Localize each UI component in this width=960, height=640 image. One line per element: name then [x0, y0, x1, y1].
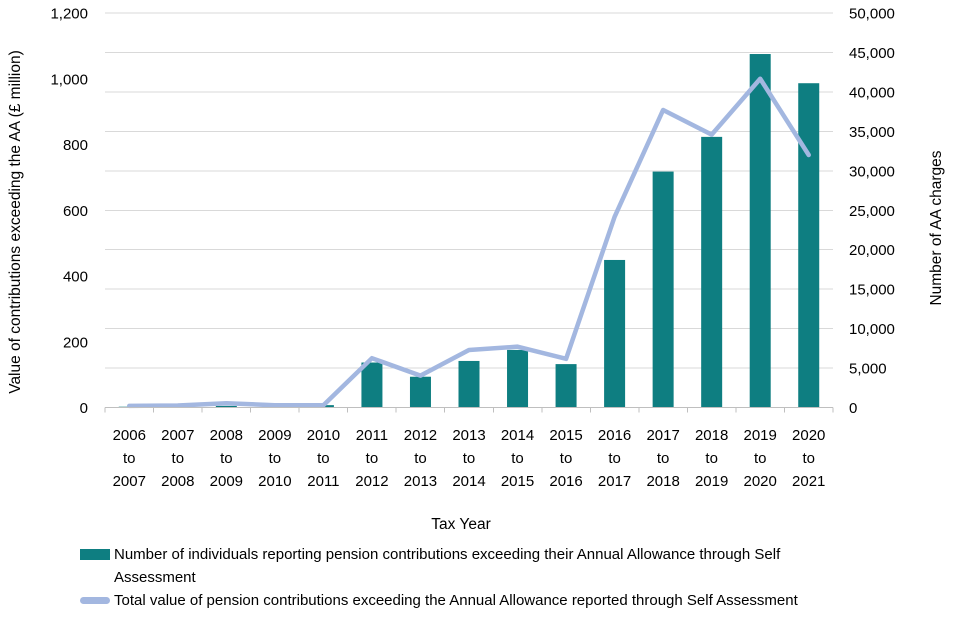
x-axis-category-label: 2016	[549, 473, 582, 490]
x-axis-category-label: 2020	[792, 427, 825, 444]
left-axis-tick-label: 600	[63, 203, 88, 220]
bar-2018-to-2019	[701, 136, 723, 408]
x-axis-category-labels: 2006 to 2007 2007 to 2008 2008 to 2009 2009 to 2010…	[113, 427, 826, 490]
x-axis-category-label: 2015	[501, 473, 534, 490]
combo-chart: 0 200 400 600 800 1,000 1,200 0 5,000 10,000 15,0…	[7, 6, 945, 534]
x-axis-category-label: 2013	[452, 427, 485, 444]
bar-2016-to-2017	[604, 259, 626, 408]
bar-2019-to-2020	[749, 54, 771, 408]
legend-label-line: Total value of pension contributions exc…	[114, 592, 798, 609]
right-axis-tick-label: 20,000	[849, 242, 895, 259]
x-axis-category-label: 2007	[161, 427, 194, 444]
bar-2013-to-2014	[458, 360, 480, 408]
bar-2020-to-2021	[798, 83, 820, 408]
bar-2008-to-2009	[215, 405, 237, 408]
x-axis-category-label: 2018	[646, 473, 679, 490]
x-axis-category-label: 2015	[549, 427, 582, 444]
x-axis-category-label: 2012	[404, 427, 437, 444]
x-axis-category-label: to	[560, 450, 573, 467]
left-axis-tick-labels: 0 200 400 600 800 1,000 1,200	[50, 6, 88, 418]
x-axis-category-label: 2012	[355, 473, 388, 490]
x-axis-line	[104, 407, 834, 413]
x-axis-category-label: 2013	[404, 473, 437, 490]
x-axis-category-label: 2007	[113, 473, 146, 490]
bar-2012-to-2013	[409, 376, 431, 408]
left-axis-tick-label: 1,200	[50, 6, 88, 23]
x-axis-category-label: 2020	[744, 473, 777, 490]
x-axis-category-label: to	[511, 450, 524, 467]
line-series	[127, 76, 811, 409]
bar-2014-to-2015	[507, 349, 529, 408]
x-axis-category-label: 2017	[646, 427, 679, 444]
right-axis-tick-label: 35,000	[849, 124, 895, 141]
x-axis-category-label: 2011	[356, 427, 388, 444]
legend-item-line: Total value of pension contributions exc…	[80, 589, 940, 612]
legend-item-bars: Number of individuals reporting pension …	[80, 543, 940, 589]
right-axis-tick-label: 10,000	[849, 321, 895, 338]
gridlines	[105, 12, 833, 369]
line-series-swatch-icon	[80, 597, 110, 604]
x-axis-category-label: to	[657, 450, 670, 467]
x-axis-category-label: 2017	[598, 473, 631, 490]
bar-2011-to-2012	[361, 362, 383, 408]
x-axis-category-label: to	[172, 450, 185, 467]
value-line	[127, 76, 811, 409]
x-axis-category-label: to	[123, 450, 136, 467]
right-axis-title: Number of AA charges	[928, 150, 945, 305]
bar-series-swatch-icon	[80, 549, 110, 560]
right-axis-tick-label: 15,000	[849, 282, 895, 299]
left-axis-tick-label: 0	[80, 400, 88, 417]
right-axis-tick-label: 50,000	[849, 6, 895, 23]
x-axis-category-label: 2009	[258, 427, 291, 444]
x-axis-category-label: 2014	[452, 473, 485, 490]
x-axis-category-label: 2011	[307, 473, 339, 490]
x-axis-category-label: 2021	[792, 473, 825, 490]
bar-series	[118, 54, 820, 408]
x-axis-category-label: 2019	[744, 427, 777, 444]
x-axis-category-label: to	[317, 450, 330, 467]
x-axis-category-label: 2009	[210, 473, 243, 490]
left-axis-tick-label: 800	[63, 137, 88, 154]
left-axis-tick-label: 400	[63, 269, 88, 286]
right-axis-tick-label: 0	[849, 400, 857, 417]
left-axis-title: Value of contributions exceeding the AA …	[7, 50, 24, 394]
x-axis-category-label: to	[463, 450, 476, 467]
x-axis-category-label: 2008	[161, 473, 194, 490]
x-axis-category-label: to	[608, 450, 621, 467]
bar-2015-to-2016	[555, 364, 577, 408]
left-axis-tick-label: 200	[63, 334, 88, 351]
x-axis-category-label: to	[220, 450, 233, 467]
x-axis-category-label: to	[754, 450, 767, 467]
x-axis-category-label: to	[705, 450, 718, 467]
x-axis-category-label: 2016	[598, 427, 631, 444]
x-axis-title: Tax Year	[431, 516, 490, 533]
x-axis-category-label: 2006	[113, 427, 146, 444]
x-axis-category-label: 2010	[258, 473, 291, 490]
legend: Number of individuals reporting pension …	[80, 543, 940, 612]
x-axis-category-label: to	[414, 450, 427, 467]
bar-2017-to-2018	[652, 171, 674, 408]
legend-label-bars: Number of individuals reporting pension …	[114, 546, 781, 586]
x-axis-category-label: 2014	[501, 427, 534, 444]
x-axis-category-label: 2018	[695, 427, 728, 444]
x-axis-category-label: to	[802, 450, 815, 467]
x-axis-category-label: 2019	[695, 473, 728, 490]
x-axis-category-label: 2010	[307, 427, 340, 444]
x-axis-category-label: to	[366, 450, 379, 467]
right-axis-tick-label: 40,000	[849, 84, 895, 101]
right-axis-tick-label: 25,000	[849, 203, 895, 220]
right-axis-tick-label: 5,000	[849, 361, 887, 378]
x-axis-category-label: to	[269, 450, 282, 467]
left-axis-tick-label: 1,000	[50, 71, 88, 88]
x-axis-category-label: 2008	[210, 427, 243, 444]
right-axis-tick-label: 45,000	[849, 45, 895, 62]
right-axis-tick-label: 30,000	[849, 163, 895, 180]
right-axis-tick-labels: 0 5,000 10,000 15,000 20,000 25,000 30,000 35,0…	[849, 6, 895, 418]
